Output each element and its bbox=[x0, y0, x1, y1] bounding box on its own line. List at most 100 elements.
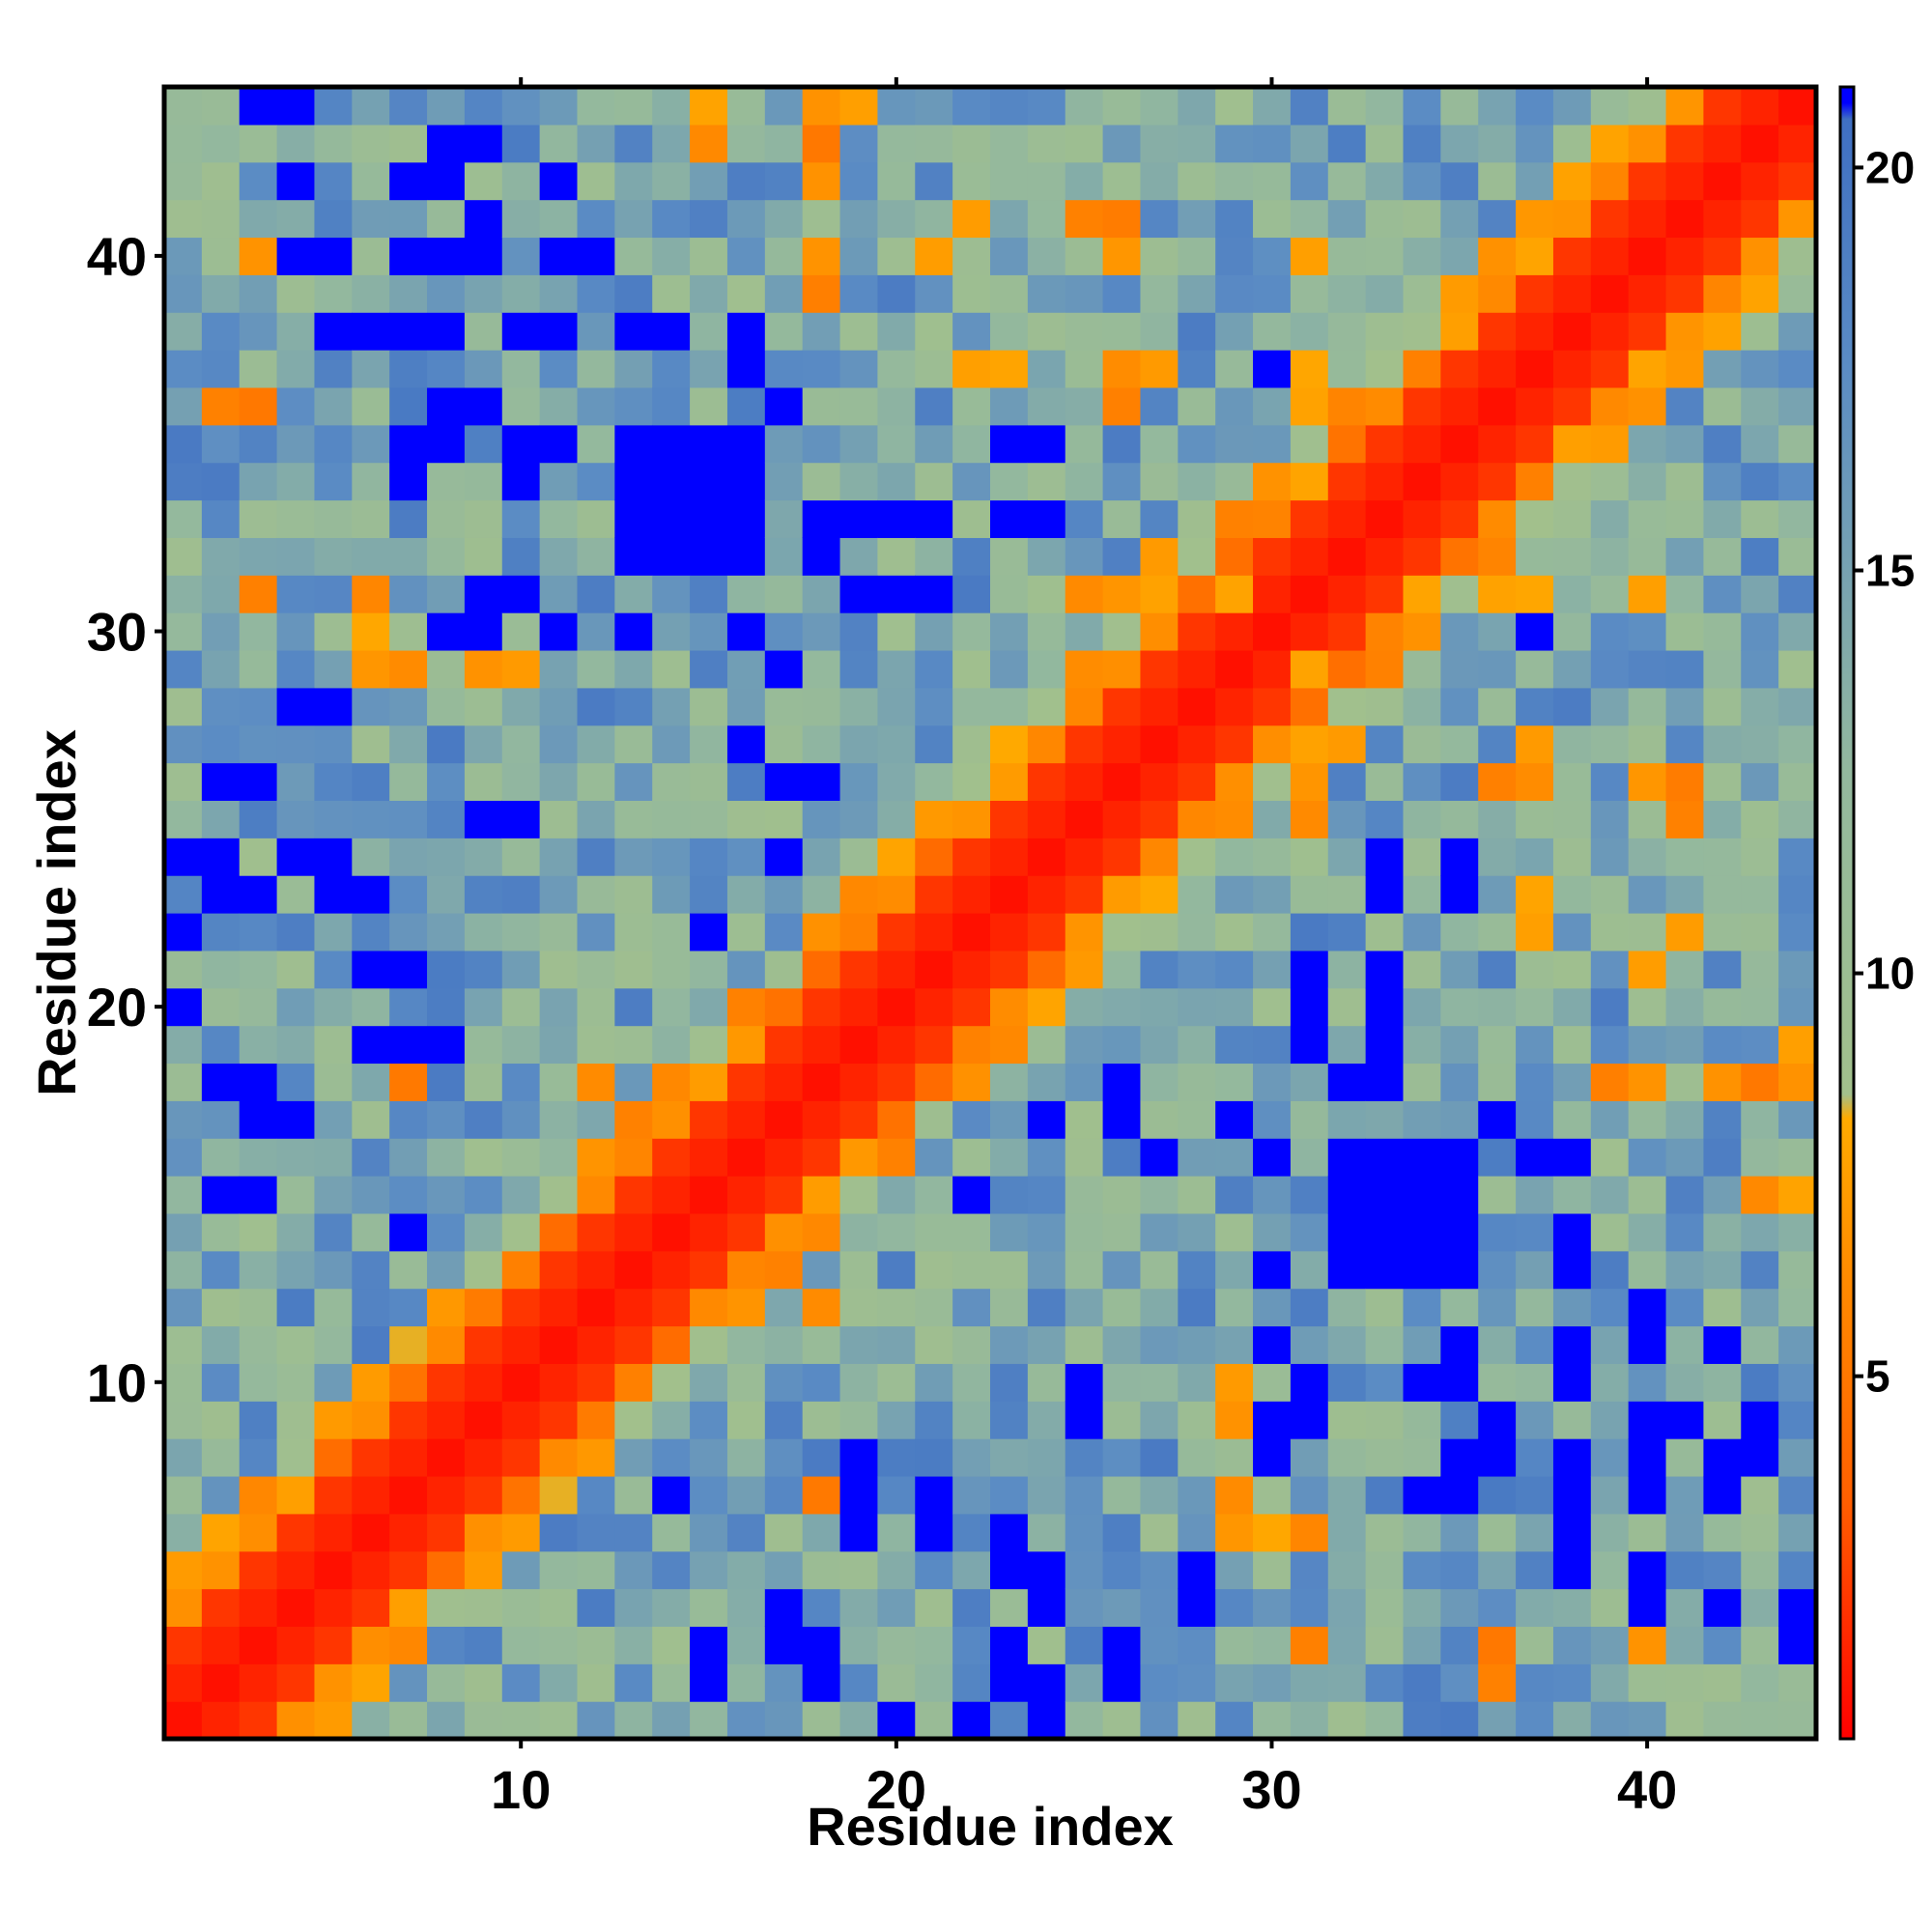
heatmap-cell bbox=[314, 1626, 353, 1664]
heatmap-cell bbox=[1215, 1626, 1254, 1664]
heatmap-cell bbox=[427, 1401, 466, 1439]
heatmap-cell bbox=[690, 1100, 728, 1139]
heatmap-cell bbox=[577, 537, 615, 576]
heatmap-cell bbox=[764, 649, 804, 689]
heatmap-cell bbox=[1403, 1138, 1441, 1177]
heatmap-cell bbox=[577, 649, 615, 689]
heatmap-cell bbox=[239, 612, 278, 651]
heatmap-cell bbox=[1178, 1588, 1216, 1628]
heatmap-cell bbox=[802, 1513, 841, 1552]
heatmap-cell bbox=[1703, 1475, 1742, 1515]
heatmap-cell bbox=[1027, 237, 1066, 275]
heatmap-cell bbox=[314, 913, 353, 952]
heatmap-cell bbox=[1140, 575, 1179, 613]
heatmap-cell bbox=[1703, 1176, 1742, 1214]
heatmap-cell bbox=[201, 1100, 241, 1139]
heatmap-cell bbox=[1703, 1212, 1742, 1252]
heatmap-cell bbox=[839, 612, 879, 651]
heatmap-cell bbox=[464, 274, 503, 313]
heatmap-cell bbox=[1178, 1100, 1216, 1139]
heatmap-cell bbox=[652, 1063, 691, 1101]
heatmap-cell bbox=[276, 87, 316, 126]
heatmap-cell bbox=[1440, 312, 1479, 351]
heatmap-cell bbox=[990, 87, 1029, 126]
heatmap-cell bbox=[1552, 987, 1592, 1027]
heatmap-cell bbox=[1253, 987, 1292, 1027]
heatmap-cell bbox=[915, 1025, 953, 1065]
heatmap-cell bbox=[1516, 274, 1554, 313]
heatmap-cell bbox=[726, 838, 766, 876]
heatmap-cell bbox=[877, 762, 916, 802]
heatmap-cell bbox=[726, 1475, 766, 1515]
heatmap-cell bbox=[990, 462, 1029, 501]
heatmap-cell bbox=[164, 649, 203, 689]
heatmap-cell bbox=[1065, 950, 1104, 989]
heatmap-cell bbox=[1516, 800, 1554, 838]
heatmap-cell bbox=[1102, 1701, 1142, 1740]
heatmap-cell bbox=[952, 987, 991, 1027]
heatmap-cell bbox=[276, 274, 316, 313]
heatmap-cell bbox=[464, 724, 503, 764]
heatmap-cell bbox=[1516, 875, 1554, 914]
heatmap-cell bbox=[652, 1626, 691, 1664]
heatmap-cell bbox=[1741, 1138, 1779, 1177]
heatmap-cell bbox=[1102, 1663, 1142, 1702]
heatmap-cell bbox=[501, 1288, 541, 1327]
heatmap-cell bbox=[952, 687, 991, 726]
heatmap-cell bbox=[1440, 913, 1479, 952]
heatmap-cell bbox=[726, 1401, 766, 1439]
heatmap-cell bbox=[1778, 424, 1817, 464]
heatmap-cell bbox=[1516, 612, 1554, 651]
heatmap-cell bbox=[1741, 312, 1779, 351]
heatmap-cell bbox=[464, 987, 503, 1027]
heatmap-cell bbox=[1590, 424, 1630, 464]
heatmap-cell bbox=[690, 1550, 728, 1590]
heatmap-cell bbox=[1102, 1325, 1142, 1364]
heatmap-cell bbox=[352, 1100, 390, 1139]
heatmap-cell bbox=[1178, 274, 1216, 313]
heatmap-cell bbox=[539, 237, 579, 275]
heatmap-cell bbox=[314, 350, 353, 388]
heatmap-cell bbox=[1628, 838, 1667, 876]
heatmap-cell bbox=[201, 237, 241, 275]
heatmap-cell bbox=[1290, 1138, 1329, 1177]
heatmap-cell bbox=[276, 800, 316, 838]
heatmap-cell bbox=[877, 838, 916, 876]
heatmap-cell bbox=[1516, 1025, 1554, 1065]
heatmap-cell bbox=[239, 1288, 278, 1327]
heatmap-cell bbox=[990, 1401, 1029, 1439]
heatmap-cell bbox=[276, 875, 316, 914]
heatmap-cell bbox=[1665, 1025, 1705, 1065]
heatmap-cell bbox=[352, 762, 390, 802]
heatmap-cell bbox=[1027, 312, 1066, 351]
heatmap-cell bbox=[915, 312, 953, 351]
heatmap-cell bbox=[352, 1212, 390, 1252]
heatmap-cell bbox=[614, 1176, 653, 1214]
heatmap-cell bbox=[952, 1063, 991, 1101]
heatmap-cell bbox=[1403, 1325, 1441, 1364]
heatmap-cell bbox=[464, 124, 503, 163]
heatmap-cell bbox=[990, 1212, 1029, 1252]
heatmap-cell bbox=[1290, 1475, 1329, 1515]
heatmap-cell bbox=[1741, 838, 1779, 876]
heatmap-cell bbox=[539, 649, 579, 689]
heatmap-cell bbox=[352, 424, 390, 464]
heatmap-cell bbox=[276, 649, 316, 689]
heatmap-cell bbox=[352, 161, 390, 201]
heatmap-cell bbox=[802, 875, 841, 914]
heatmap-cell bbox=[764, 612, 804, 651]
heatmap-cell bbox=[464, 537, 503, 576]
heatmap-cell bbox=[952, 1550, 991, 1590]
heatmap-cell bbox=[877, 537, 916, 576]
heatmap-cell bbox=[726, 199, 766, 239]
heatmap-cell bbox=[164, 1550, 203, 1590]
heatmap-cell bbox=[1365, 1063, 1405, 1101]
heatmap-cell bbox=[352, 1325, 390, 1364]
heatmap-cell bbox=[614, 1363, 653, 1402]
heatmap-cell bbox=[952, 237, 991, 275]
heatmap-cell bbox=[1365, 87, 1405, 126]
heatmap-cell bbox=[652, 424, 691, 464]
heatmap-cell bbox=[915, 1100, 953, 1139]
heatmap-cell bbox=[1628, 199, 1667, 239]
heatmap-cell bbox=[1102, 724, 1142, 764]
